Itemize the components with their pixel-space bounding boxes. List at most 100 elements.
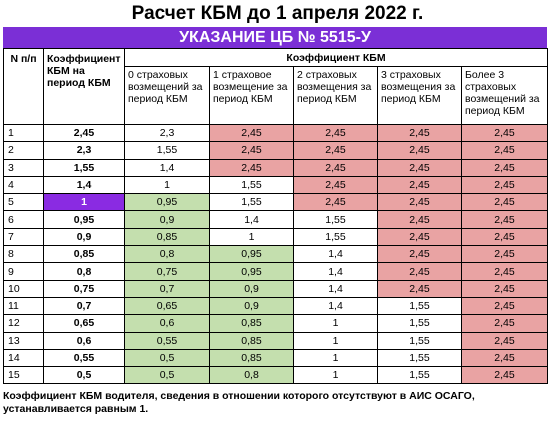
footnote: Коэффициент КБМ водителя, сведения в отн… [3,390,475,415]
coef-cell: 1 [293,331,378,350]
coef-cell: 2,45 [460,262,549,281]
header-col-1: 1 страховое возмещение за период КБМ [209,66,294,125]
coef-cell: 2,45 [377,210,462,229]
coef-cell: 1 [209,227,294,247]
coef-cell: 1,4 [124,158,210,177]
coef-cell: 0,8 [209,366,294,385]
coef-cell: 2,45 [377,175,462,195]
table-row: 11 0,7 0,65 0,9 1,4 1,55 2,45 [3,296,549,316]
current-coef: 0,65 [43,314,125,333]
header-col-3: 3 страховых возмещения за период КБМ [377,66,462,125]
coef-cell: 2,45 [460,348,549,368]
coef-cell: 2,45 [460,366,549,385]
current-coef: 2,3 [43,141,125,160]
coef-cell: 1,55 [293,227,378,247]
current-coef: 0,85 [43,245,125,264]
coef-cell: 0,95 [124,193,210,212]
coef-cell: 0,5 [124,366,210,385]
row-number: 14 [3,348,44,368]
coef-cell: 2,45 [460,245,549,264]
current-coef: 1 [43,193,125,212]
coef-cell: 0,5 [124,348,210,368]
current-coef: 2,45 [43,123,125,143]
coef-cell: 2,45 [377,158,462,177]
row-number: 1 [3,123,44,143]
coef-cell: 2,45 [377,227,462,247]
coef-cell: 2,3 [124,123,210,143]
coef-cell: 1,55 [377,314,462,333]
current-coef: 0,75 [43,279,125,298]
coef-cell: 0,85 [209,314,294,333]
coef-cell: 1,55 [377,348,462,368]
coef-cell: 2,45 [377,262,462,281]
row-number: 15 [3,366,44,385]
current-coef: 0,7 [43,296,125,316]
coef-cell: 0,85 [124,227,210,247]
coef-cell: 1 [293,314,378,333]
table-row: 10 0,75 0,7 0,9 1,4 2,45 2,45 [3,279,549,298]
table-row: 14 0,55 0,5 0,85 1 1,55 2,45 [3,348,549,368]
coef-cell: 2,45 [460,227,549,247]
coef-cell: 1,55 [209,175,294,195]
coef-cell: 2,45 [293,141,378,160]
header-col-0: 0 страховых возмещений за период КБМ [124,66,210,125]
coef-cell: 2,45 [209,141,294,160]
row-number: 6 [3,210,44,229]
current-coef: 1,55 [43,158,125,177]
row-number: 13 [3,331,44,350]
coef-cell: 1,4 [293,245,378,264]
coef-cell: 0,95 [209,245,294,264]
table-row: 4 1,4 1 1,55 2,45 2,45 2,45 [3,175,549,195]
row-number: 8 [3,245,44,264]
coef-cell: 2,45 [209,158,294,177]
current-coef: 0,6 [43,331,125,350]
current-coef: 0,5 [43,366,125,385]
coef-cell: 2,45 [460,158,549,177]
coef-cell: 2,45 [460,210,549,229]
table-row: 2 2,3 1,55 2,45 2,45 2,45 2,45 [3,141,549,160]
coef-cell: 2,45 [460,175,549,195]
coef-cell: 2,45 [460,141,549,160]
coef-cell: 2,45 [460,123,549,143]
coef-cell: 0,9 [209,296,294,316]
coef-cell: 2,45 [209,123,294,143]
current-coef: 1,4 [43,175,125,195]
coef-cell: 2,45 [293,175,378,195]
row-number: 2 [3,141,44,160]
coef-cell: 0,6 [124,314,210,333]
row-number: 3 [3,158,44,177]
table-row: 13 0,6 0,55 0,85 1 1,55 2,45 [3,331,549,350]
coef-cell: 2,45 [293,158,378,177]
coef-cell: 0,85 [209,331,294,350]
header-group: Коэффициент КБМ [123,48,549,67]
row-number: 9 [3,262,44,281]
header-col-2: 2 страховых возмещения за период КБМ [293,66,378,125]
table-row: 8 0,85 0,8 0,95 1,4 2,45 2,45 [3,245,549,264]
coef-cell: 2,45 [377,141,462,160]
table-row: 15 0,5 0,5 0,8 1 1,55 2,45 [3,366,549,385]
regulation-banner: УКАЗАНИЕ ЦБ № 5515-У [3,27,547,48]
row-number: 12 [3,314,44,333]
coef-cell: 2,45 [377,123,462,143]
table-row: 5 1 0,95 1,55 2,45 2,45 2,45 [3,193,549,212]
coef-cell: 0,95 [209,262,294,281]
coef-cell: 2,45 [293,193,378,212]
current-coef: 0,95 [43,210,125,229]
coef-cell: 2,45 [460,193,549,212]
coef-cell: 1 [293,348,378,368]
page-title: Расчет КБМ до 1 апреля 2022 г. [131,3,424,24]
coef-cell: 2,45 [377,193,462,212]
coef-cell: 2,45 [293,123,378,143]
coef-cell: 2,45 [460,331,549,350]
row-number: 7 [3,227,44,247]
table-row: 3 1,55 1,4 2,45 2,45 2,45 2,45 [3,158,549,177]
coef-cell: 0,7 [124,279,210,298]
coef-cell: 1,4 [293,279,378,298]
coef-cell: 0,9 [124,210,210,229]
row-number: 5 [3,193,44,212]
current-coef: 0,8 [43,262,125,281]
coef-cell: 1,4 [209,210,294,229]
kbm-table: N п/п Коэффициент КБМ на период КБМ Коэф… [3,48,549,385]
coef-cell: 2,45 [460,314,549,333]
table-row: 7 0,9 0,85 1 1,55 2,45 2,45 [3,227,549,247]
